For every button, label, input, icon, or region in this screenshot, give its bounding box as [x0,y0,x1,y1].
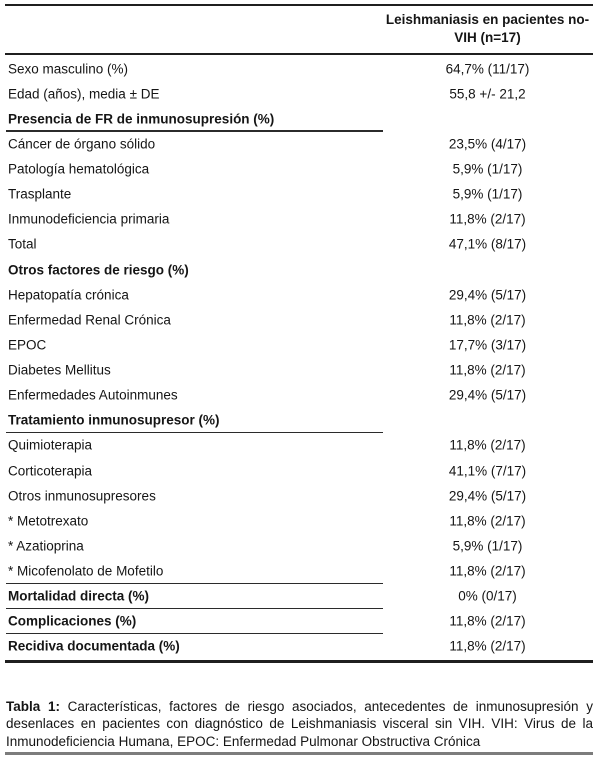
table-row: Sexo masculino (%) 64,7% (11/17) [0,56,600,81]
row-value: 41,1% (7/17) [448,463,527,479]
section-header-row: Tratamiento inmunosupresor (%) [0,408,600,434]
section-header-row: Presencia de FR de inmunosupresión (%) [0,106,600,132]
row-label: Mortalidad directa (%) [8,588,150,604]
table-row: Inmunodeficiencia primaria 11,8% (2/17) [0,207,600,232]
table-caption: Tabla 1: Características, factores de ri… [6,698,593,751]
row-label: Total [8,236,37,252]
table-row: * Metotrexato 11,8% (2/17) [0,508,600,533]
row-value: 11,8% (2/17) [449,362,526,378]
table-row: Hepatopatía crónica 29,4% (5/17) [0,282,600,307]
row-label: Trasplante [8,186,72,202]
row-value: 5,9% (1/17) [452,538,523,554]
table-row: Enfermedades Autoinmunes 29,4% (5/17) [0,383,600,408]
row-label: Sexo masculino (%) [8,61,129,77]
row-label: Inmunodeficiencia primaria [8,211,170,227]
table-top-rule [5,4,593,6]
page-footer-rule [5,752,593,755]
caption-text: Características, factores de riesgo asoc… [6,698,593,749]
row-value: 29,4% (5/17) [448,387,527,403]
row-label: Diabetes Mellitus [8,362,111,378]
row-value: 11,8% (2/17) [449,638,526,654]
row-label: Patología hematológica [8,161,150,177]
row-label: Otros inmunosupresores [8,488,156,504]
row-value: 11,8% (2/17) [449,437,526,453]
row-label: Enfermedad Renal Crónica [8,312,171,328]
table-row: Otros inmunosupresores 29,4% (5/17) [0,483,600,508]
row-label: Hepatopatía crónica [8,287,129,303]
table-row: Total 47,1% (8/17) [0,232,600,257]
row-label: Tratamiento inmunosupresor (%) [8,412,220,428]
table-row: Corticoterapia 41,1% (7/17) [0,458,600,483]
row-divider-rule [6,431,383,434]
row-value: 23,5% (4/17) [448,136,527,152]
table-row: Enfermedad Renal Crónica 11,8% (2/17) [0,307,600,332]
row-label: Otros factores de riesgo (%) [8,262,189,278]
table-body: Sexo masculino (%) 64,7% (11/17) Edad (año… [0,56,600,659]
row-label: Edad (años), media ± DE [8,86,160,102]
row-label: EPOC [8,337,47,353]
table-row: Edad (años), media ± DE 55,8 +/- 21,2 [0,81,600,106]
row-label: * Micofenolato de Mofetilo [8,563,164,579]
table-row: * Azatioprina 5,9% (1/17) [0,533,600,558]
table-bottom-rule [5,660,593,663]
table-row: Quimioterapia 11,8% (2/17) [0,433,600,458]
row-value: 0% (0/17) [458,588,517,604]
row-divider-rule [6,130,383,132]
row-label: Presencia de FR de inmunosupresión (%) [8,111,275,127]
table-row: Cáncer de órgano sólido 23,5% (4/17) [0,131,600,156]
table-row: Complicaciones (%) 11,8% (2/17) [0,609,600,635]
row-value: 11,8% (2/17) [449,211,526,227]
row-divider-rule [6,632,383,635]
row-value: 64,7% (11/17) [445,61,530,77]
table-row: Trasplante 5,9% (1/17) [0,182,600,207]
column-header: Leishmaniasis en pacientes no-VIH (n=17) [385,12,590,45]
row-label: Cáncer de órgano sólido [8,136,156,152]
row-value: 5,9% (1/17) [452,186,523,202]
row-value: 11,8% (2/17) [449,613,526,629]
row-value: 17,7% (3/17) [448,337,527,353]
table-row: Recidiva documentada (%) 11,8% (2/17) [0,634,600,659]
table-row: Mortalidad directa (%) 0% (0/17) [0,584,600,610]
section-header-row: Otros factores de riesgo (%) [0,257,600,282]
row-value: 11,8% (2/17) [449,513,526,529]
row-label: Complicaciones (%) [8,613,137,629]
row-value: 55,8 +/- 21,2 [449,86,526,102]
row-value: 5,9% (1/17) [452,161,523,177]
row-label: Quimioterapia [8,437,93,453]
row-value: 47,1% (8/17) [448,236,527,252]
row-divider-rule [6,607,383,610]
table-row: * Micofenolato de Mofetilo 11,8% (2/17) [0,559,600,585]
table-row: Diabetes Mellitus 11,8% (2/17) [0,358,600,383]
row-value: 29,4% (5/17) [448,488,527,504]
table-row: Patología hematológica 5,9% (1/17) [0,157,600,182]
table-row: EPOC 17,7% (3/17) [0,332,600,357]
header-bottom-rule [5,53,593,55]
row-label: Recidiva documentada (%) [8,638,180,654]
row-value: 11,8% (2/17) [449,312,526,328]
row-label: * Azatioprina [8,538,84,554]
row-value: 29,4% (5/17) [448,287,527,303]
caption-label: Tabla 1: [6,698,60,714]
row-value: 11,8% (2/17) [449,563,526,579]
row-label: Enfermedades Autoinmunes [8,387,178,403]
row-label: Corticoterapia [8,463,93,479]
row-label: * Metotrexato [8,513,89,529]
row-divider-rule [6,582,383,585]
